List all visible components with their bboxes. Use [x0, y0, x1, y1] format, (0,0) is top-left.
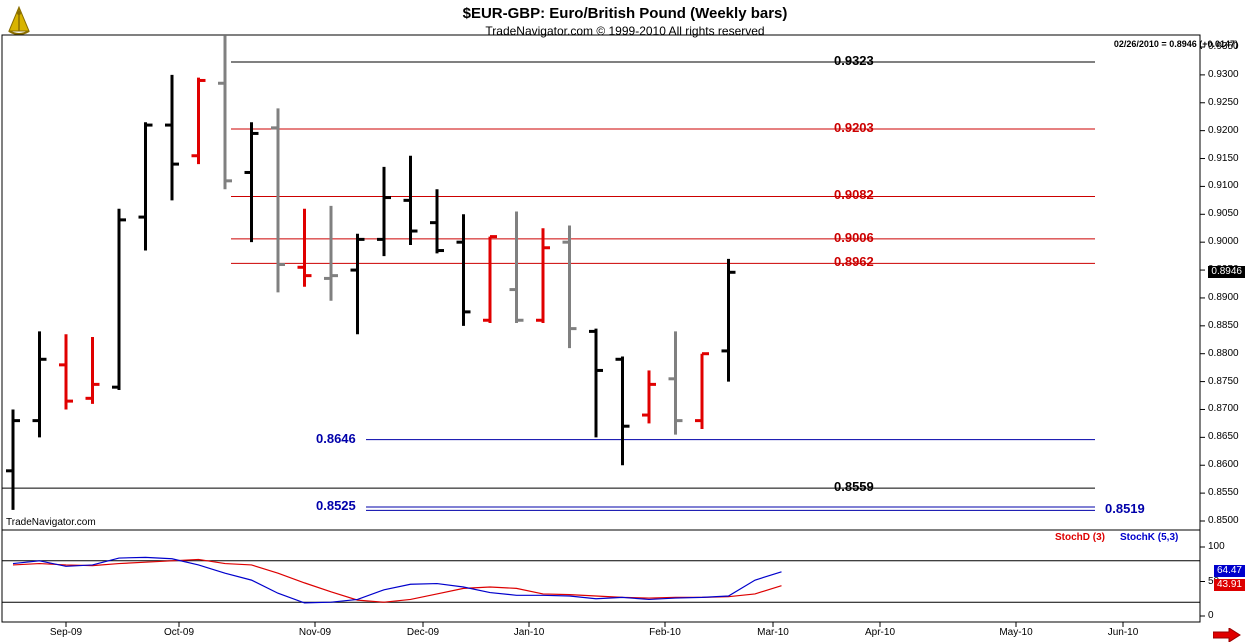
stochd-line [12, 558, 782, 603]
stoch-tick-label: 50 [1208, 576, 1219, 587]
ohlc-bar [536, 228, 550, 324]
ohlc-bar [271, 108, 285, 293]
ohlc-bar [32, 331, 47, 438]
level-label: 0.9203 [834, 119, 874, 135]
sextant-logo-icon [8, 5, 30, 35]
date-axis [65, 622, 1124, 627]
level-label: 0.8646 [316, 430, 356, 446]
date-tick-label: Apr-10 [864, 627, 896, 638]
ohlc-bar [509, 211, 524, 324]
price-tick-label: 0.8550 [1208, 487, 1239, 499]
price-tick-label: 0.9300 [1208, 68, 1239, 80]
ohlc-bar [191, 77, 206, 165]
level-label: 0.8559 [834, 479, 874, 495]
stochastic-lines [2, 546, 1205, 617]
price-axis [1200, 46, 1205, 522]
stochd-value-box: 43.91 [1213, 579, 1245, 591]
ohlc-bar [112, 208, 126, 390]
chart-title: $EUR-GBP: Euro/British Pound (Weekly bar… [462, 5, 788, 22]
price-tick-label: 0.9350 [1208, 41, 1239, 52]
ohlc-bar [6, 409, 20, 510]
stochd-legend: StochD (3) [1055, 532, 1105, 543]
price-tick-label: 0.8850 [1208, 319, 1239, 331]
date-tick-label: Jun-10 [1107, 627, 1139, 638]
stoch-tick-label: 0 [1208, 610, 1214, 621]
ohlc-bar [244, 122, 259, 243]
price-tick-label: 0.9250 [1208, 96, 1239, 108]
scroll-right-arrow-icon[interactable] [1213, 628, 1241, 642]
ohlc-bar [377, 166, 391, 257]
date-tick-label: Sep-09 [49, 627, 83, 638]
price-tick-label: 0.8650 [1208, 431, 1239, 443]
stochk-legend: StochK (5,3) [1120, 532, 1179, 543]
price-tick-label: 0.8800 [1208, 347, 1239, 359]
price-tick-label: 0.8750 [1208, 375, 1239, 387]
level-label: 0.8519 [1105, 501, 1145, 517]
ohlc-bar [721, 258, 736, 382]
level-label: 0.8962 [834, 254, 874, 270]
ohlc-bar [138, 122, 153, 251]
price-tick-label: 0.9100 [1208, 180, 1239, 192]
ohlc-bars [6, 35, 736, 510]
ohlc-bar [642, 370, 656, 424]
ohlc-bar [695, 352, 709, 429]
price-tick-label: 0.9150 [1208, 152, 1239, 164]
price-panel-frame [1, 34, 1201, 531]
ohlc-bar [85, 336, 100, 404]
last-price-box: 0.8946 [1208, 266, 1245, 278]
price-tick-label: 0.8600 [1208, 459, 1239, 471]
watermark: TradeNavigator.com [6, 517, 96, 528]
ohlc-bar [324, 205, 338, 301]
level-label: 0.9323 [834, 53, 874, 69]
ohlc-bar [430, 189, 444, 254]
date-tick-label: May-10 [999, 627, 1033, 638]
ohlc-bar [483, 235, 497, 324]
level-label: 0.9006 [834, 229, 874, 245]
ohlc-bar [456, 214, 471, 326]
ohlc-bar [562, 225, 577, 349]
date-tick-label: Jan-10 [513, 627, 545, 638]
date-tick-label: Mar-10 [757, 627, 789, 638]
level-label: 0.8525 [316, 498, 356, 514]
ohlc-bar [59, 334, 73, 410]
ohlc-bar [403, 155, 418, 245]
ohlc-bar [218, 35, 232, 190]
ohlc-bar [165, 74, 179, 201]
ohlc-bar [668, 331, 683, 435]
date-tick-label: Oct-09 [163, 627, 195, 638]
stochk-line [12, 556, 782, 604]
price-readout: 02/26/2010 = 0.8946 (+0.0147) [1113, 39, 1238, 49]
price-tick-label: 0.8900 [1208, 291, 1239, 303]
level-label: 0.9082 [834, 187, 874, 203]
price-tick-label: 0.9200 [1208, 124, 1239, 136]
date-tick-label: Dec-09 [406, 627, 440, 638]
ohlc-bar [297, 208, 312, 287]
price-tick-label: 0.8700 [1208, 403, 1239, 415]
price-tick-label: 0.8500 [1208, 515, 1239, 526]
price-tick-label: 0.9050 [1208, 208, 1239, 220]
stochastic-panel-frame [1, 529, 1201, 623]
price-tick-label: 0.9000 [1208, 236, 1239, 248]
ohlc-bar [615, 356, 630, 466]
ohlc-bar [350, 233, 365, 335]
stochk-value-box: 64.47 [1213, 565, 1245, 577]
level-lines [2, 61, 1095, 511]
date-tick-label: Feb-10 [649, 627, 681, 638]
ohlc-bar [589, 328, 603, 438]
stoch-tick-label: 100 [1208, 541, 1225, 552]
date-tick-label: Nov-09 [298, 627, 332, 638]
